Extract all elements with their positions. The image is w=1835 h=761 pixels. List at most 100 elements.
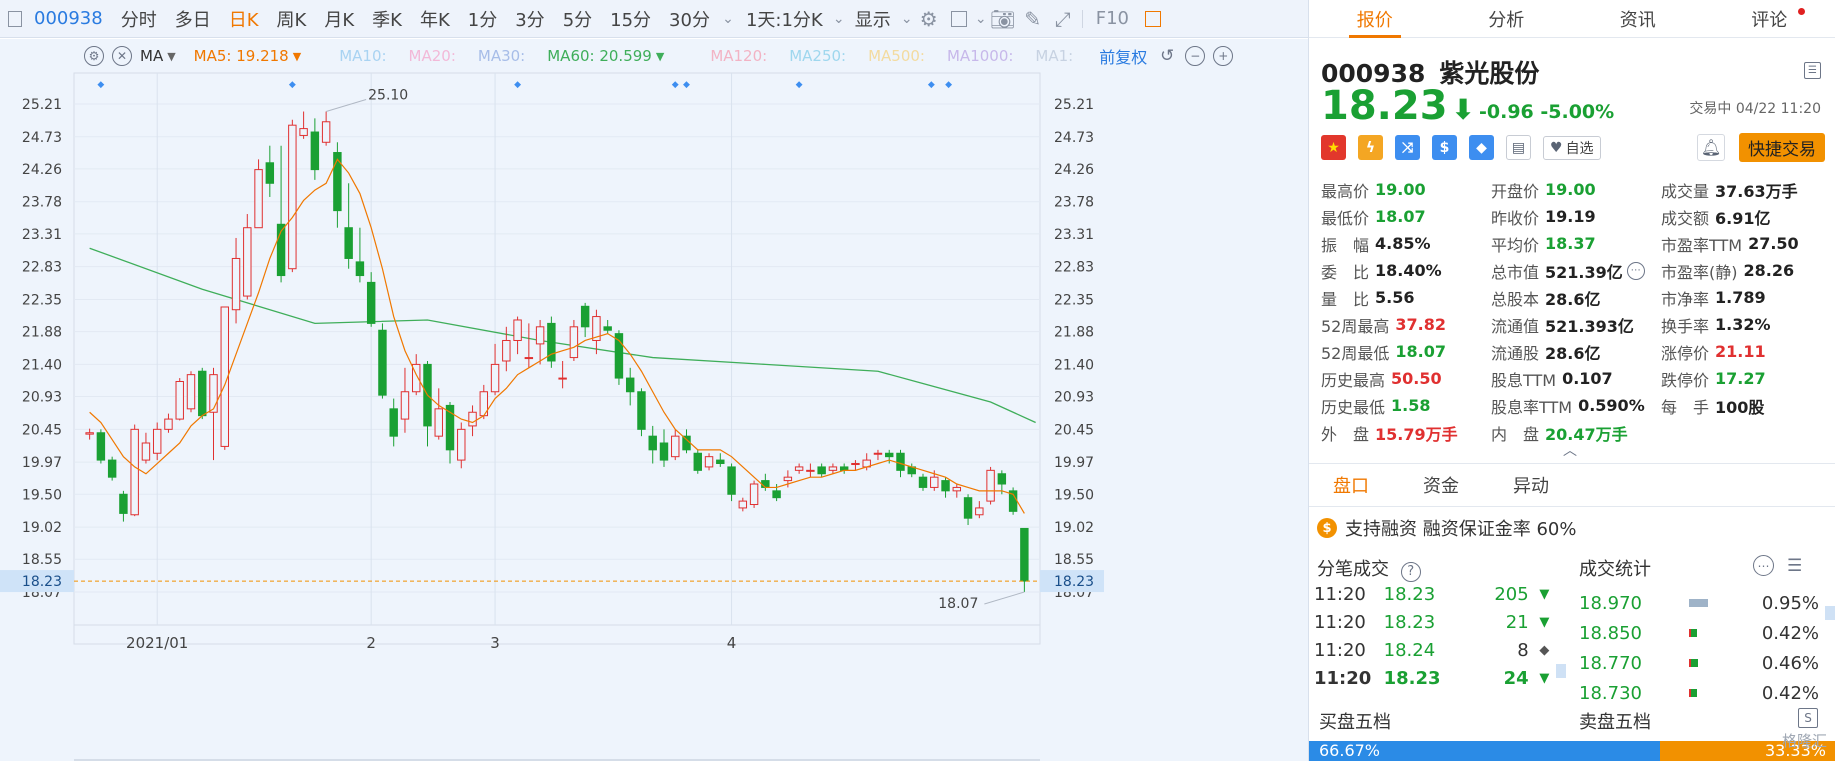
bell-icon[interactable]: 🔔︎: [1697, 134, 1725, 161]
tab-1min[interactable]: 1分: [467, 9, 498, 31]
chevron-down-icon[interactable]: ⌄: [900, 10, 913, 27]
stat-label: 量 比: [1321, 289, 1370, 309]
tab-5min[interactable]: 5分: [562, 9, 593, 31]
dollar-icon[interactable]: $: [1432, 135, 1457, 160]
stat-value: 28.26: [1743, 261, 1795, 280]
more-icon[interactable]: ⋯: [1626, 261, 1645, 280]
candle-body: [265, 162, 275, 184]
event-marker-icon[interactable]: ◆: [289, 80, 296, 90]
kline-chart[interactable]: 25.21 25.21 24.73 24.73 24.26 24.26 23.78 23.78…: [0, 39, 1308, 761]
shuffle-icon[interactable]: ⤨: [1395, 135, 1420, 160]
camera-icon[interactable]: 📷︎: [990, 6, 1016, 31]
tick-price: 18.23: [1383, 611, 1436, 633]
candle-body: [648, 435, 657, 451]
tab-movement[interactable]: 异动: [1513, 476, 1549, 497]
candle-body: [243, 227, 252, 297]
china-flag-icon[interactable]: ★: [1321, 135, 1346, 160]
stats-row: 最低价 18.07 昨收价 19.19 成交额 6.91亿: [1321, 203, 1831, 230]
reset-icon[interactable]: ↺: [1160, 46, 1175, 66]
chart-scrollbar[interactable]: [74, 759, 1040, 761]
candle-body: [625, 377, 635, 393]
stat-cell: 股息TTM 0.107: [1491, 367, 1661, 391]
close-icon[interactable]: ✕: [112, 46, 132, 66]
ma-selector[interactable]: MA: [140, 47, 164, 65]
tab-3min[interactable]: 3分: [515, 9, 545, 31]
stat-value: 21.11: [1715, 342, 1766, 361]
event-marker-icon[interactable]: ◆: [796, 80, 803, 90]
watermark-logo: 格隆汇: [1781, 732, 1827, 750]
event-marker-icon[interactable]: ◆: [514, 80, 521, 90]
tab-monthly-k[interactable]: 月K: [324, 9, 355, 31]
dist-bar-fill: [1689, 599, 1708, 607]
pencil-icon[interactable]: ✎: [1024, 6, 1042, 31]
add-watchlist-button[interactable]: ♥ 自选: [1543, 135, 1601, 160]
y-tick-label-right: 19.97: [1054, 455, 1094, 471]
tab-news[interactable]: 资讯: [1619, 9, 1656, 31]
chevron-down-icon[interactable]: ▼: [167, 49, 176, 63]
help-icon[interactable]: ?: [1400, 561, 1421, 582]
chevron-down-icon[interactable]: ▼: [292, 49, 302, 63]
candle-body: [468, 411, 477, 427]
stat-label: 流通股: [1491, 343, 1540, 363]
stat-value: 27.50: [1748, 234, 1799, 253]
settings-gear-icon[interactable]: ⚙: [919, 6, 938, 31]
panel-toggle-icon[interactable]: [0, 0, 30, 38]
candle-body: [445, 404, 455, 451]
kline-svg[interactable]: 25.21 25.21 24.73 24.73 24.26 24.26 23.78 23.78…: [0, 39, 1308, 761]
s-icon[interactable]: S: [1798, 708, 1818, 728]
dist-price: 18.850: [1579, 622, 1642, 644]
expand-icon[interactable]: ︿: [1563, 443, 1577, 459]
event-marker-icon[interactable]: ◆: [683, 80, 690, 90]
tag-icon[interactable]: ◆: [1469, 135, 1494, 160]
quick-trade-button[interactable]: 快捷交易: [1739, 133, 1825, 162]
price-distribution: 18.970 0.95% 18.850 0.42% 18.770 0.46% 18.730 0…: [1579, 588, 1819, 708]
tab-analysis[interactable]: 分析: [1488, 9, 1525, 31]
tab-orderbook[interactable]: 盘口: [1333, 476, 1369, 497]
event-marker-icon[interactable]: ◆: [672, 80, 679, 90]
tab-comments[interactable]: 评论: [1704, 0, 1835, 37]
event-marker-icon[interactable]: ◆: [928, 80, 935, 90]
stat-label: 市净率: [1661, 289, 1710, 309]
stat-label: 52周最高: [1321, 316, 1390, 336]
event-marker-icon[interactable]: ◆: [97, 80, 104, 90]
stat-label: 平均价: [1491, 235, 1540, 255]
dist-bar: [1689, 629, 1749, 637]
stock-code[interactable]: 000938: [34, 8, 103, 29]
zoom-in-icon[interactable]: +: [1213, 46, 1234, 66]
tick-scrollbar[interactable]: [1556, 664, 1566, 678]
tab-weekly-k[interactable]: 周K: [276, 9, 307, 31]
side-panel-icon[interactable]: [1138, 0, 1168, 38]
f10-button[interactable]: F10: [1095, 8, 1129, 29]
settings-gear-icon[interactable]: ⚙: [84, 46, 104, 66]
dist-bar-red: [1689, 629, 1691, 637]
document-icon[interactable]: ▤: [1506, 135, 1531, 160]
tab-multiday[interactable]: 多日: [174, 9, 211, 31]
event-marker-icon[interactable]: ◆: [945, 80, 952, 90]
dist-scrollbar[interactable]: [1825, 606, 1835, 620]
current-price-tag-right: 18.23: [1054, 574, 1094, 590]
more-periods-select[interactable]: 1天:1分K: [745, 9, 823, 31]
tab-timeshare[interactable]: 分时: [120, 9, 157, 31]
lightning-icon[interactable]: ϟ: [1358, 135, 1383, 160]
zoom-out-icon[interactable]: −: [1185, 46, 1206, 66]
list-icon[interactable]: ☰: [1787, 556, 1803, 576]
chevron-down-icon[interactable]: ⌄: [722, 10, 734, 27]
display-menu[interactable]: 显示: [854, 9, 891, 31]
stats-row: 历史最低 1.58 股息率TTM 0.590% 每 手 100股: [1321, 392, 1831, 419]
tab-quarterly-k[interactable]: 季K: [372, 9, 402, 31]
adjust-mode-button[interactable]: 前复权: [1099, 48, 1148, 67]
chevron-down-icon[interactable]: ⌄: [832, 10, 845, 27]
tab-yearly-k[interactable]: 年K: [419, 9, 450, 31]
tab-daily-k[interactable]: 日K: [228, 9, 259, 31]
fullscreen-icon[interactable]: ⤢: [1054, 6, 1071, 31]
chevron-down-icon[interactable]: ⌄: [974, 10, 987, 27]
more-icon[interactable]: ⋯: [1753, 555, 1774, 576]
square-tool-icon[interactable]: [944, 0, 974, 38]
tab-15min[interactable]: 15分: [610, 9, 652, 31]
collapse-icon[interactable]: ☰: [1804, 62, 1821, 79]
tab-funds[interactable]: 资金: [1423, 476, 1459, 497]
tab-30min[interactable]: 30分: [669, 9, 710, 31]
tab-quote[interactable]: 报价: [1309, 0, 1441, 38]
chevron-down-icon[interactable]: ▼: [655, 49, 665, 63]
